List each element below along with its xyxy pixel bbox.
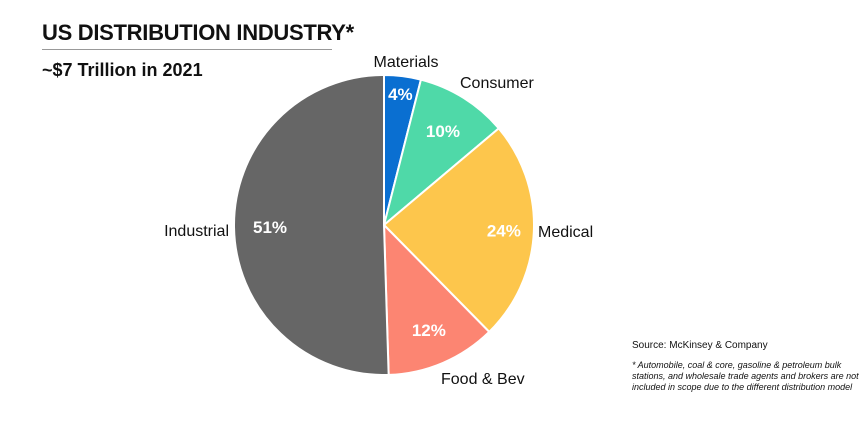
slice-value-label-industrial: 51% (253, 218, 287, 237)
slice-category-label-industrial: Industrial (164, 223, 229, 240)
pie-slice-industrial (233, 73, 390, 376)
pie-slice-food-bev (382, 222, 491, 376)
slice-category-label-materials: Materials (374, 54, 439, 71)
slice-category-label-food-bev: Food & Bev (441, 371, 525, 388)
pie-slice-medical (382, 126, 535, 334)
source-note: Source: McKinsey & Company (632, 340, 768, 351)
pie-slice-consumer (382, 78, 501, 228)
slice-value-label-medical: 24% (487, 222, 521, 241)
footnote: * Automobile, coal & core, gasoline & pe… (632, 360, 859, 392)
chart-title: US DISTRIBUTION INDUSTRY* (42, 20, 354, 45)
slice-category-label-medical: Medical (538, 224, 593, 241)
chart-subtitle: ~$7 Trillion in 2021 (42, 60, 203, 80)
slice-value-label-materials: 4% (388, 85, 413, 104)
title-divider (42, 49, 332, 50)
slice-category-label-consumer: Consumer (460, 75, 534, 92)
slice-value-label-food-bev: 12% (412, 321, 446, 340)
slice-value-label-consumer: 10% (426, 122, 460, 141)
